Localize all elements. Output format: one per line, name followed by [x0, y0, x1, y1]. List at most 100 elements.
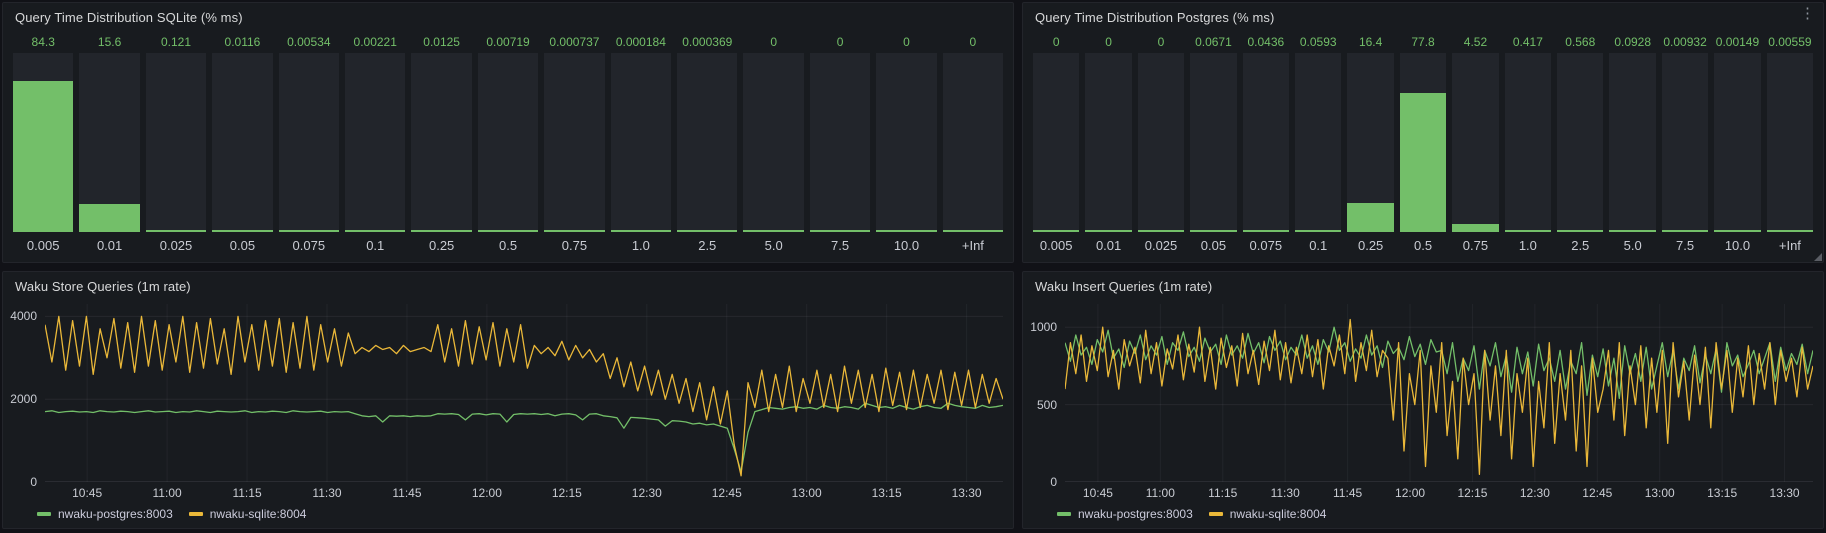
bar-value-label: 0.417: [1512, 35, 1543, 49]
histogram-bar[interactable]: [1452, 53, 1499, 232]
histogram-bar[interactable]: [1661, 53, 1709, 232]
histogram-bar[interactable]: [1557, 53, 1604, 232]
histogram-bar[interactable]: [1609, 53, 1656, 232]
x-tick-label: 11:30: [312, 486, 342, 500]
bar-value-labels-row: 0 0 0 0.0671 0.0436 0.0593 16.4 77.8 4.52 0.417 0.…: [1033, 31, 1813, 53]
bar-fill: [1452, 223, 1499, 232]
bar-value-label: 0.00534: [287, 35, 331, 49]
series-color-swatch: [1057, 512, 1071, 516]
histogram-bar[interactable]: [477, 53, 539, 232]
legend-item-postgres[interactable]: nwaku-postgres:8003: [1057, 507, 1193, 521]
series-color-swatch: [1208, 512, 1223, 516]
plot-area-wrap: 0 2000 4000: [10, 304, 1003, 489]
bar-fill: [1766, 229, 1814, 232]
bar-value-label: 0.0928: [1614, 35, 1652, 49]
panel-header[interactable]: Query Time Distribution SQLite (% ms): [3, 3, 1013, 31]
x-tick-label: 12:00: [1395, 486, 1426, 500]
x-axis: 0.005 0.01 0.025 0.05 0.075 0.1 0.25 0.5 0.75 1.0…: [13, 232, 1003, 258]
bar-fill: [13, 81, 74, 232]
bar-fill: [1295, 229, 1342, 232]
histogram-bar[interactable]: [743, 53, 804, 232]
x-tick-label: 11:15: [1208, 486, 1238, 500]
histogram-bar[interactable]: [1347, 53, 1394, 232]
plot-area[interactable]: [1065, 304, 1813, 482]
bar-fill: [1033, 229, 1080, 232]
histogram-bar[interactable]: [1137, 53, 1185, 232]
histogram-bar[interactable]: [1504, 53, 1552, 232]
bar-value-label: 0: [836, 35, 844, 49]
x-tick-label: 13:30: [1769, 486, 1800, 500]
histogram-bar[interactable]: [79, 53, 140, 232]
bar-fill: [212, 229, 273, 232]
plot-area[interactable]: [45, 304, 1003, 482]
y-tick-label: 500: [1036, 397, 1057, 412]
panel-header[interactable]: Waku Store Queries (1m rate): [3, 272, 1013, 300]
legend-item-postgres[interactable]: nwaku-postgres:8003: [37, 507, 173, 521]
legend-item-sqlite[interactable]: nwaku-sqlite:8004: [1208, 507, 1327, 521]
x-tick-label: 0.75: [561, 237, 588, 253]
histogram-bar[interactable]: [1190, 53, 1237, 232]
legend-label[interactable]: nwaku-sqlite:8004: [209, 507, 307, 521]
bar-value-label: 0.00221: [353, 35, 397, 49]
histogram-bar[interactable]: [1033, 53, 1080, 232]
panel-header[interactable]: Query Time Distribution Postgres (% ms): [1023, 3, 1823, 31]
bar-fill: [1714, 229, 1761, 232]
legend-label[interactable]: nwaku-postgres:8003: [1078, 507, 1193, 521]
histogram-bar[interactable]: [942, 53, 1004, 232]
histogram-bar[interactable]: [876, 53, 937, 232]
histogram-bar[interactable]: [809, 53, 871, 232]
x-tick-label: 0.75: [1462, 237, 1489, 253]
histogram-bar[interactable]: [278, 53, 340, 232]
bar-fill: [477, 229, 539, 232]
histogram-bar[interactable]: [1714, 53, 1761, 232]
bar-value-label: 77.8: [1411, 35, 1435, 49]
x-tick-label: +Inf: [1778, 237, 1801, 253]
panel-title[interactable]: Waku Insert Queries (1m rate): [1035, 278, 1213, 294]
x-tick-label: 0.1: [1309, 237, 1328, 253]
legend-label[interactable]: nwaku-sqlite:8004: [1229, 507, 1327, 521]
bar-value-label: 0.568: [1565, 35, 1596, 49]
x-tick-label: 12:30: [1519, 486, 1550, 500]
x-tick-label: 12:15: [1457, 486, 1488, 500]
x-tick-label: 2.5: [698, 237, 717, 253]
bar-fill: [743, 229, 804, 232]
x-tick-label: 0.025: [1144, 237, 1178, 253]
x-tick-label: 0.025: [159, 237, 193, 253]
legend-item-sqlite[interactable]: nwaku-sqlite:8004: [188, 507, 307, 521]
histogram-bar[interactable]: [212, 53, 273, 232]
bar-value-labels-row: 84.3 15.6 0.121 0.0116 0.00534 0.00221 0.0125 0…: [13, 31, 1003, 53]
bar-value-label: 0: [1052, 35, 1060, 49]
x-tick-label: 11:15: [232, 486, 262, 500]
panel-resize-handle[interactable]: [1814, 253, 1822, 261]
histogram-bar[interactable]: [13, 53, 74, 232]
histogram-bar[interactable]: [345, 53, 406, 232]
time-series-plot[interactable]: [1065, 304, 1813, 482]
histogram-bar[interactable]: [1085, 53, 1132, 232]
bar-value-label: 0: [903, 35, 910, 49]
legend-label[interactable]: nwaku-postgres:8003: [58, 507, 173, 521]
x-tick-label: 13:30: [951, 486, 982, 500]
panel-header[interactable]: Waku Insert Queries (1m rate): [1023, 272, 1823, 300]
histogram-bar[interactable]: [1766, 53, 1814, 232]
histogram-bar[interactable]: [1295, 53, 1342, 232]
histogram-bar[interactable]: [610, 53, 672, 232]
histogram-bar[interactable]: [1242, 53, 1290, 232]
x-axis: 0.005 0.01 0.025 0.05 0.075 0.1 0.25 0.5 0.75 1.0…: [1033, 232, 1813, 258]
legend: nwaku-postgres:8003 nwaku-sqlite:8004: [11, 502, 1003, 526]
bar-fill: [677, 229, 738, 232]
panel-title[interactable]: Query Time Distribution Postgres (% ms): [1035, 9, 1275, 25]
histogram-bar[interactable]: [411, 53, 472, 232]
time-series-plot[interactable]: [45, 304, 1003, 482]
histogram-bar[interactable]: [1399, 53, 1447, 232]
bar-fill: [79, 204, 140, 232]
bar-fill: [1609, 229, 1656, 232]
panel-menu-icon[interactable]: [1800, 5, 1815, 23]
histogram-bar[interactable]: [677, 53, 738, 232]
bar-fill: [411, 229, 472, 232]
panel-title[interactable]: Waku Store Queries (1m rate): [15, 278, 191, 294]
series-line-nwaku-postgres:8003: [45, 402, 1003, 473]
histogram-bar[interactable]: [544, 53, 605, 232]
panel-title[interactable]: Query Time Distribution SQLite (% ms): [15, 9, 243, 25]
x-tick-label: +Inf: [961, 237, 984, 253]
histogram-bar[interactable]: [145, 53, 207, 232]
